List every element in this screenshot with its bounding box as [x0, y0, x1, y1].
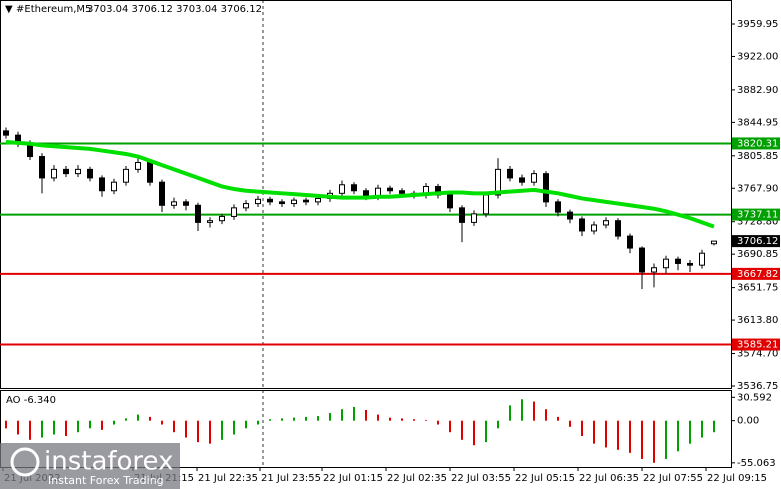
- candle-body: [303, 199, 309, 203]
- x-tick-label: 22 Jul 01:15: [323, 473, 383, 484]
- ao-tick-label: 30.592: [737, 392, 772, 403]
- ao-tick-label: 0.00: [737, 416, 759, 427]
- candle-body: [579, 218, 585, 232]
- candle-body: [279, 201, 285, 205]
- candle-body: [51, 168, 57, 179]
- candle-body: [219, 215, 225, 222]
- moving-average: [5, 139, 715, 229]
- price-label-bg: [732, 235, 780, 248]
- candle-body: [267, 198, 273, 203]
- y-tick-label: 3882.90: [737, 85, 778, 96]
- candle-body: [111, 181, 117, 192]
- candle-body: [39, 156, 45, 179]
- watermark: instaforex: [44, 447, 173, 477]
- candle-body: [135, 162, 141, 170]
- candle-body: [147, 162, 153, 183]
- level-label-bg: [732, 137, 780, 150]
- arrow: ▼: [5, 4, 13, 15]
- candle-body: [339, 184, 345, 194]
- y-tick-label: 3574.70: [737, 349, 778, 360]
- candle-body: [711, 240, 717, 245]
- candle-body: [387, 187, 393, 192]
- candle-body: [555, 201, 561, 213]
- x-tick-label: 22 Jul 09:15: [707, 473, 767, 484]
- price-label: 3706.12: [737, 236, 778, 247]
- x-tick-label: 22 Jul 05:15: [515, 473, 575, 484]
- candle-body: [351, 184, 357, 192]
- candle-body: [171, 201, 177, 206]
- candle-body: [651, 267, 657, 273]
- candle-body: [603, 220, 609, 226]
- candle-body: [123, 168, 129, 183]
- candle-body: [543, 173, 549, 203]
- candle-body: [399, 190, 405, 194]
- candle-body: [75, 168, 81, 175]
- x-tick-label: 22 Jul 06:35: [579, 473, 639, 484]
- candle-body: [243, 203, 249, 209]
- y-tick-label: 3651.75: [737, 283, 778, 294]
- level-label: 3585.21: [737, 340, 778, 351]
- candle-body: [195, 204, 201, 223]
- candle-body: [483, 194, 489, 215]
- candle-body: [495, 168, 501, 196]
- candle-body: [699, 252, 705, 266]
- ao-title: AO -6.340: [6, 395, 56, 406]
- x-tick-label: 22 Jul 02:35: [387, 473, 447, 484]
- candle-body: [183, 201, 189, 206]
- x-tick-label: 22 Jul 03:55: [451, 473, 511, 484]
- y-tick-label: 3805.85: [737, 151, 778, 162]
- candle-body: [291, 199, 297, 205]
- y-tick-label: 3767.90: [737, 183, 778, 194]
- y-tick-label: 3536.75: [737, 381, 778, 392]
- candle-body: [519, 177, 525, 183]
- level-label: 3820.31: [737, 138, 778, 149]
- candle-body: [159, 181, 165, 206]
- candle-body: [459, 207, 465, 223]
- candle-body: [255, 198, 261, 205]
- watermark-sub: Instant Forex Trading: [48, 474, 164, 487]
- level-label-bg: [732, 267, 780, 280]
- candle-body: [87, 168, 93, 179]
- candle-body: [591, 224, 597, 232]
- candle-body: [663, 258, 669, 269]
- x-tick-label: 21 Jul 22:35: [198, 473, 258, 484]
- level-label-bg: [732, 208, 780, 221]
- y-tick-label: 3844.95: [737, 117, 778, 128]
- ohlc-text: 3703.04 3706.12 3703.04 3706.12: [87, 4, 262, 15]
- logo-icon: [10, 447, 40, 477]
- candle-body: [231, 207, 237, 217]
- candle-body: [99, 177, 105, 192]
- y-tick-label: 3728.80: [737, 217, 778, 228]
- candle-body: [627, 235, 633, 249]
- x-tick-label: 22 Jul 07:55: [643, 473, 703, 484]
- candle-body: [471, 213, 477, 223]
- candle-body: [615, 220, 621, 237]
- candle-body: [315, 197, 321, 203]
- level-label: 3737.11: [737, 210, 778, 221]
- candle-body: [687, 262, 693, 266]
- candle-body: [567, 211, 573, 220]
- candle-body: [63, 168, 69, 175]
- candle-body: [3, 130, 9, 136]
- y-tick-label: 3690.85: [737, 249, 778, 260]
- candle-body: [675, 258, 681, 264]
- ao-tick-label: -55.063: [737, 458, 776, 469]
- main-frame: [0, 0, 732, 389]
- x-tick-label: 21 Jul 23:55: [261, 473, 321, 484]
- candle-body: [207, 220, 213, 223]
- candle-body: [507, 168, 513, 179]
- chart-title: #Ethereum,M5: [16, 4, 91, 15]
- candle-body: [531, 173, 537, 183]
- candle-body: [639, 247, 645, 273]
- y-tick-label: 3959.95: [737, 19, 778, 30]
- level-label: 3667.82: [737, 269, 778, 280]
- level-label-bg: [732, 338, 780, 351]
- ao-frame: [0, 390, 732, 468]
- y-tick-label: 3613.80: [737, 315, 778, 326]
- candle-body: [447, 194, 453, 209]
- y-tick-label: 3922.00: [737, 51, 778, 62]
